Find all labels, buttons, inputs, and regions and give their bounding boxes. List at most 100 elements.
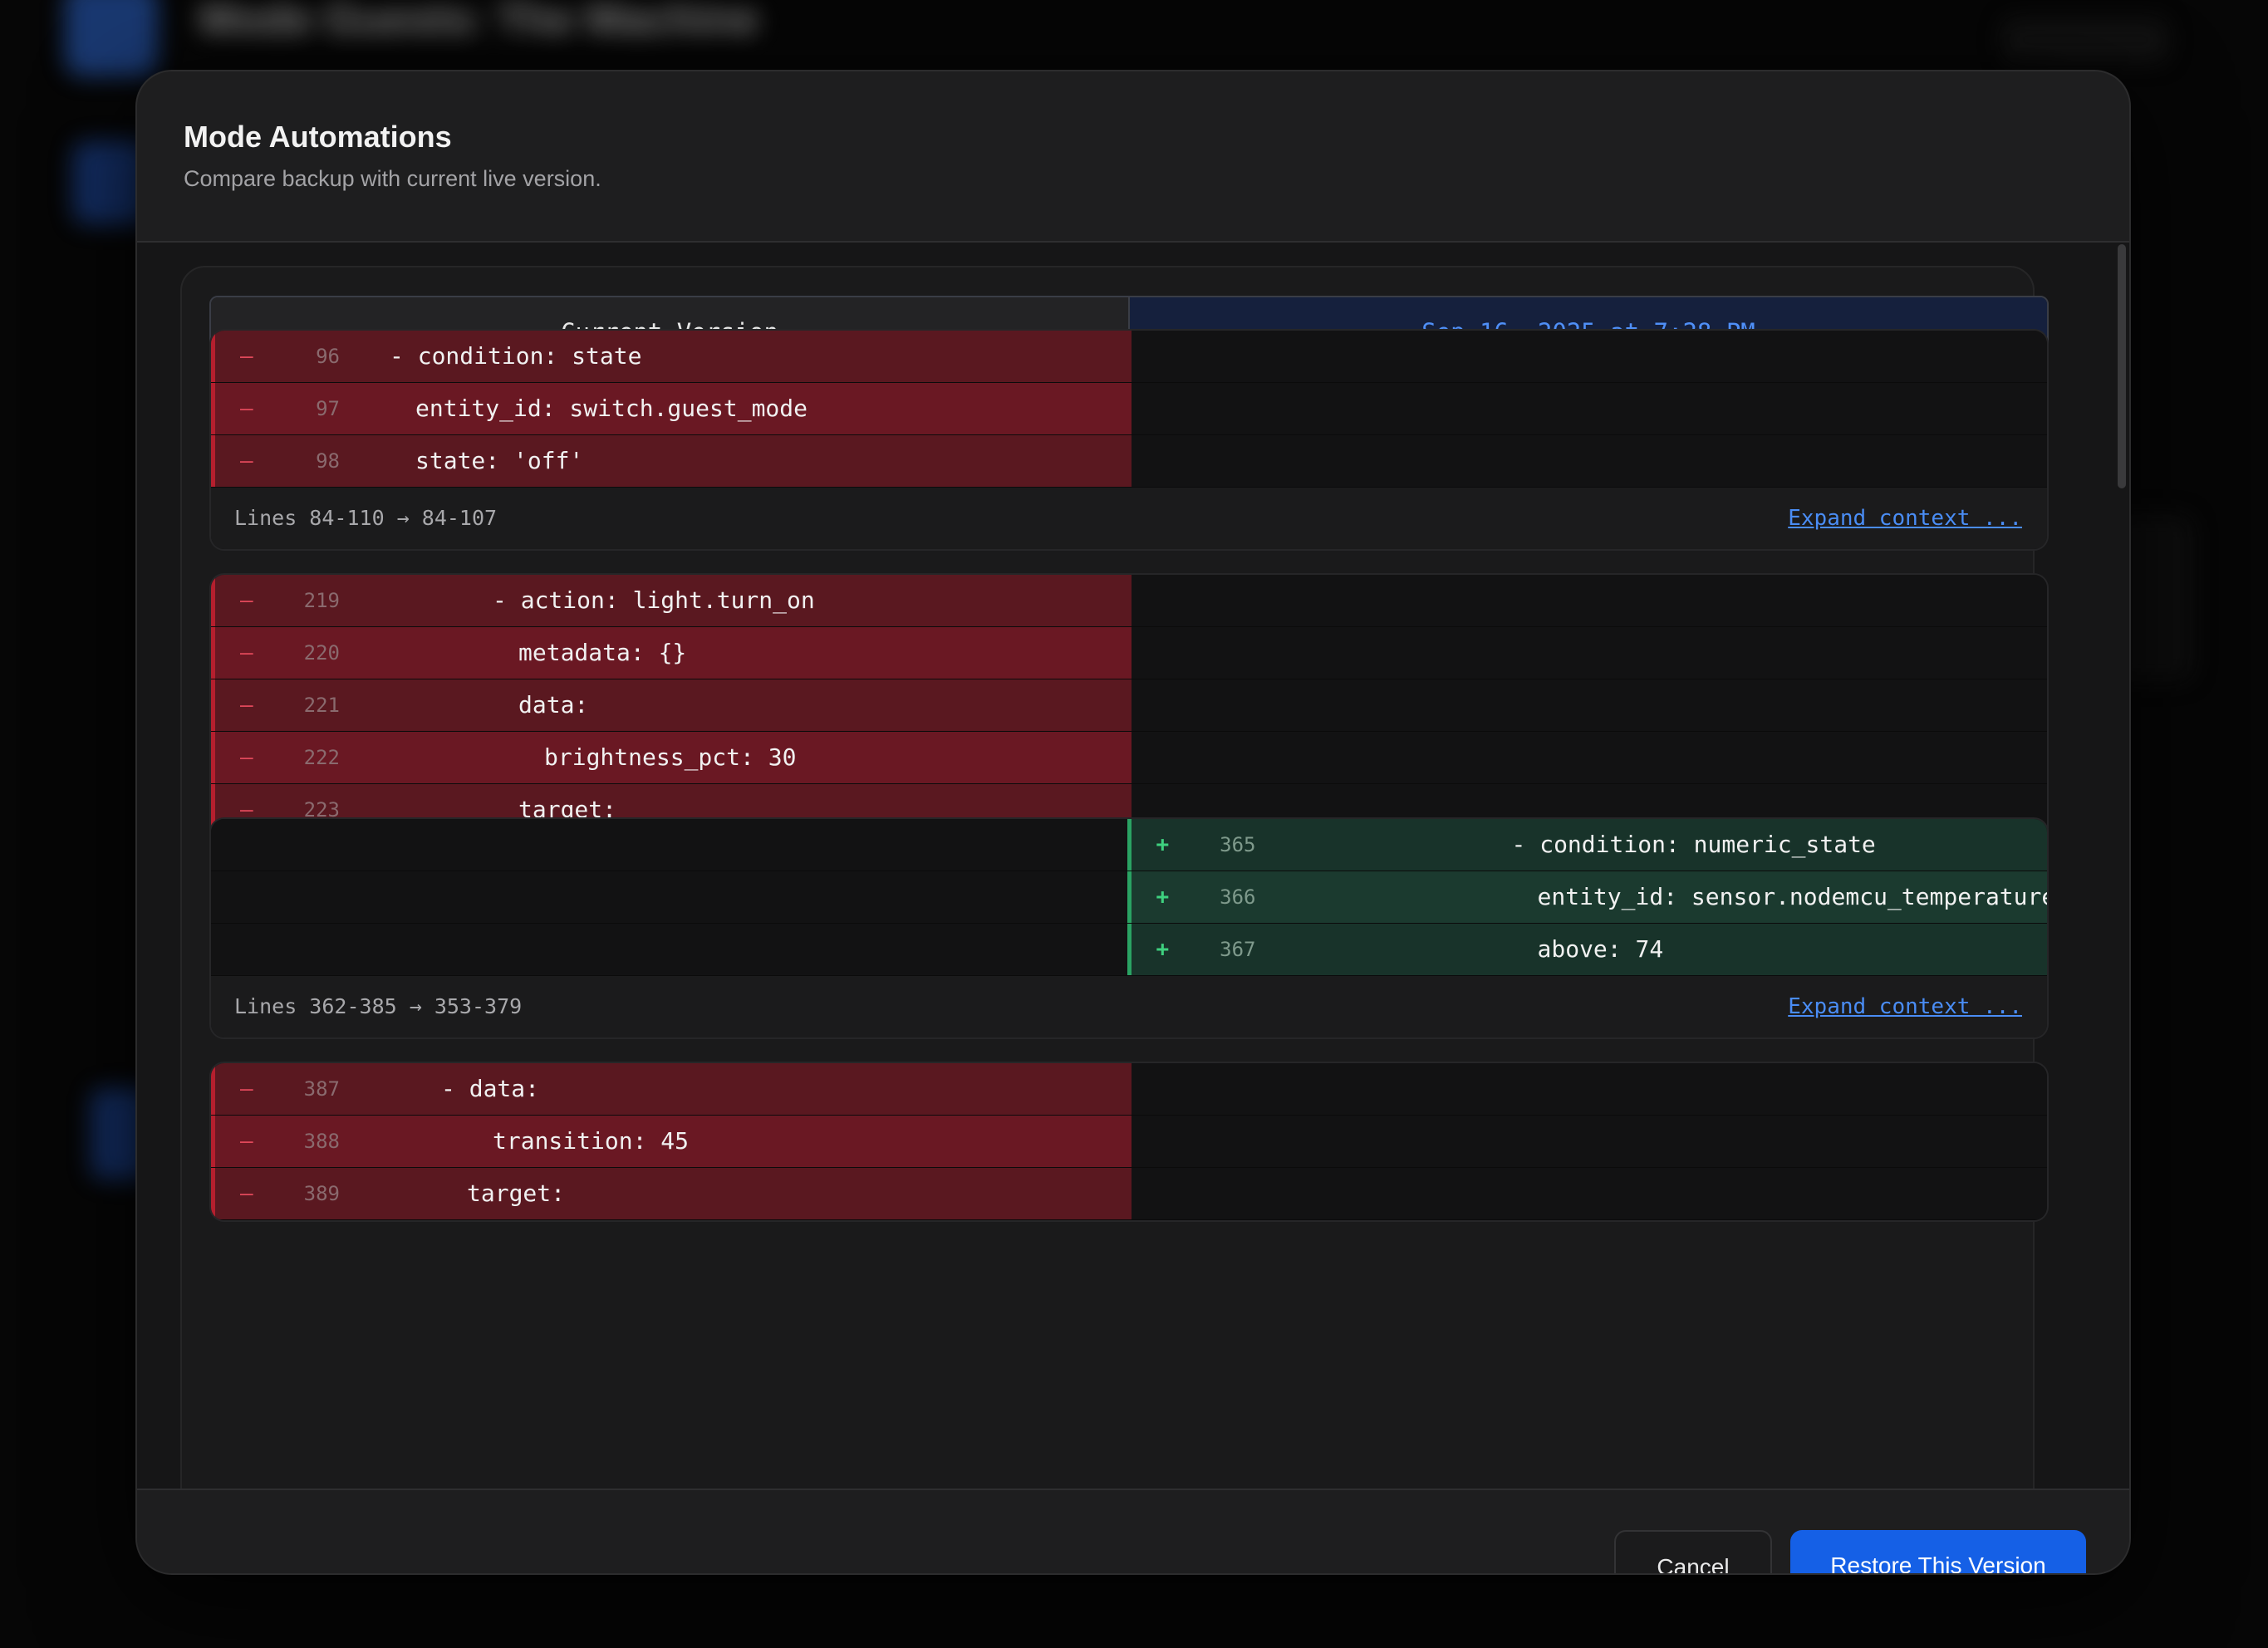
removed-marker: – [240, 588, 253, 613]
line-number: 222 [303, 746, 340, 769]
added-marker: + [1156, 937, 1170, 962]
hunk-footer: Lines 84-110 → 84-107 Expand context ... [211, 488, 2047, 549]
line-number: 219 [303, 589, 340, 612]
code-line: - condition: numeric_state [1511, 831, 1876, 858]
diff-left-cell: – 221 data: [211, 679, 1132, 731]
removed-marker: – [240, 449, 253, 473]
code-line: above: 74 [1537, 935, 1664, 963]
diff-left-cell [211, 924, 1127, 975]
cancel-button[interactable]: Cancel [1614, 1530, 1772, 1573]
diff-row: +367 above: 74 [211, 924, 2047, 976]
line-number: 388 [303, 1130, 340, 1153]
code-line: - data: [441, 1075, 540, 1102]
diff-left-cell: – 222 brightness_pct: 30 [211, 732, 1132, 783]
code-line: target: [467, 1180, 566, 1207]
diff-hunk: – 387 - data: – 388 transition: 45 – 389 target: [209, 1062, 2049, 1222]
diff-row: – 220 metadata: {} [211, 627, 2047, 679]
expand-context-link[interactable]: Expand context ... [1788, 994, 2022, 1019]
line-number: 367 [1220, 938, 1256, 961]
diff-right-cell [1131, 1116, 2047, 1167]
removed-marker: – [240, 640, 253, 665]
diff-right-cell [1131, 627, 2047, 679]
modal-footer: Cancel Restore This Version [137, 1489, 2129, 1573]
line-number: 220 [303, 641, 340, 665]
modal-body[interactable]: Current Version Sep 16, 2025 at 7:28 PM … [137, 243, 2129, 1489]
hunk-line-range: Lines 362-385 → 353-379 [234, 994, 523, 1018]
diff-right-cell [1131, 575, 2047, 626]
diff-row: – 221 data: [211, 679, 2047, 732]
code-line: - condition: state [390, 342, 642, 370]
diff-modal: Mode Automations Compare backup with cur… [135, 70, 2131, 1575]
modal-subtitle: Compare backup with current live version… [184, 166, 601, 191]
line-number: 221 [303, 694, 340, 717]
line-number: 97 [316, 397, 340, 420]
removed-marker: – [240, 1077, 253, 1101]
line-number: 366 [1220, 885, 1256, 909]
diff-right-cell [1131, 331, 2047, 382]
code-line: brightness_pct: 30 [544, 743, 797, 771]
diff-row: – 389 target: [211, 1168, 2047, 1220]
hunk-line-range: Lines 84-110 → 84-107 [234, 506, 498, 530]
diff-row: +366 entity_id: sensor.nodemcu_temperatur… [211, 871, 2047, 924]
diff-row: – 387 - data: [211, 1063, 2047, 1116]
added-marker: + [1156, 885, 1170, 910]
removed-marker: – [240, 693, 253, 718]
line-number: 389 [303, 1182, 340, 1205]
diff-right-cell: +367 above: 74 [1127, 924, 2047, 975]
diff-left-cell: – 389 target: [211, 1168, 1132, 1219]
scrollbar-thumb[interactable] [2118, 244, 2126, 488]
diff-left-cell: – 96 - condition: state [211, 331, 1132, 382]
diff-right-cell [1131, 1063, 2047, 1115]
diff-hunk: +365 - condition: numeric_state +366 entity… [209, 817, 2049, 1039]
code-line: entity_id: switch.guest_mode [415, 395, 808, 422]
code-line: data: [518, 691, 589, 719]
diff-right-cell: +366 entity_id: sensor.nodemcu_temperatur… [1127, 871, 2049, 923]
diff-row: – 219 - action: light.turn_on [211, 575, 2047, 627]
diff-left-cell [211, 819, 1127, 871]
diff-left-cell: – 97 entity_id: switch.guest_mode [211, 383, 1132, 434]
expand-context-link[interactable]: Expand context ... [1788, 506, 2022, 531]
diff-left-cell: – 220 metadata: {} [211, 627, 1132, 679]
code-line: - action: light.turn_on [493, 586, 815, 614]
code-line: metadata: {} [518, 639, 687, 666]
removed-marker: – [240, 745, 253, 770]
diff-hunk: – 96 - condition: state – 97 entity_id: switc… [209, 329, 2049, 551]
line-number: 387 [303, 1077, 340, 1101]
removed-marker: – [240, 1129, 253, 1154]
diff-right-cell [1131, 732, 2047, 783]
diff-right-cell [1131, 1168, 2047, 1219]
diff-row: – 388 transition: 45 [211, 1116, 2047, 1168]
removed-marker: – [240, 396, 253, 421]
removed-marker: – [240, 344, 253, 369]
hunk-footer: Lines 362-385 → 353-379 Expand context ..… [211, 976, 2047, 1037]
line-number: 96 [316, 345, 340, 368]
diff-right-cell [1131, 435, 2047, 487]
removed-marker: – [240, 1181, 253, 1206]
diff-row: – 98 state: 'off' [211, 435, 2047, 488]
diff-row: +365 - condition: numeric_state [211, 819, 2047, 871]
restore-version-button[interactable]: Restore This Version [1790, 1530, 2086, 1573]
diff-left-cell: – 219 - action: light.turn_on [211, 575, 1132, 626]
added-marker: + [1156, 832, 1170, 857]
modal-header: Mode Automations Compare backup with cur… [137, 71, 2129, 243]
diff-right-cell [1131, 679, 2047, 731]
removed-marker: – [240, 797, 253, 822]
background-button [2002, 18, 2168, 61]
background-title: Mode Guests: The Machine [199, 0, 759, 44]
line-number: 98 [316, 449, 340, 473]
modal-title: Mode Automations [184, 120, 452, 154]
diff-left-cell: – 98 state: 'off' [211, 435, 1132, 487]
diff-right-cell: +365 - condition: numeric_state [1127, 819, 2047, 871]
code-line: entity_id: sensor.nodemcu_temperature [1537, 883, 2049, 910]
app-logo [65, 0, 158, 76]
diff-row: – 97 entity_id: switch.guest_mode [211, 383, 2047, 435]
code-line: state: 'off' [415, 447, 584, 474]
diff-right-cell [1131, 383, 2047, 434]
line-number: 365 [1220, 833, 1256, 856]
diff-row: – 96 - condition: state [211, 331, 2047, 383]
diff-left-cell: – 387 - data: [211, 1063, 1132, 1115]
code-line: transition: 45 [493, 1127, 690, 1155]
diff-row: – 222 brightness_pct: 30 [211, 732, 2047, 784]
diff-left-cell: – 388 transition: 45 [211, 1116, 1132, 1167]
diff-left-cell [211, 871, 1127, 923]
